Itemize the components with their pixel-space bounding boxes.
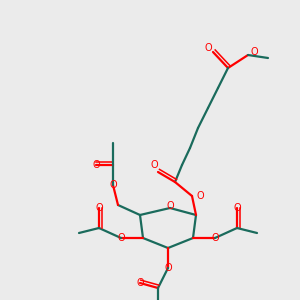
Text: O: O <box>211 233 219 243</box>
Text: O: O <box>117 233 125 243</box>
Text: O: O <box>196 191 204 201</box>
Text: O: O <box>233 203 241 213</box>
Text: O: O <box>136 278 144 288</box>
Text: O: O <box>109 180 117 190</box>
Text: O: O <box>166 201 174 211</box>
Text: O: O <box>164 263 172 273</box>
Text: O: O <box>95 203 103 213</box>
Text: O: O <box>150 160 158 170</box>
Text: O: O <box>204 43 212 53</box>
Text: O: O <box>250 47 258 57</box>
Text: O: O <box>92 160 100 170</box>
